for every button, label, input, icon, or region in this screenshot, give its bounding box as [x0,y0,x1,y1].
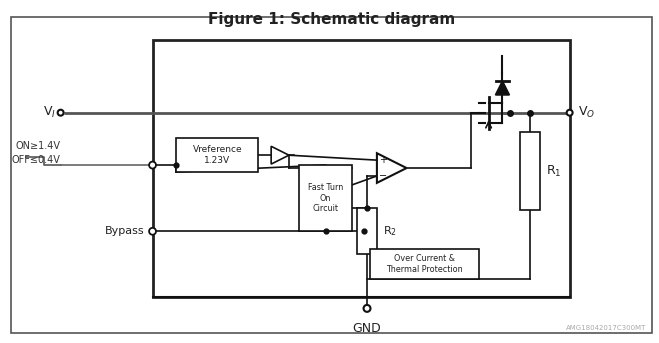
Bar [299,165,352,231]
Text: Figure 1: Schematic diagram: Figure 1: Schematic diagram [208,12,455,27]
Text: Fast Turn
On
Circuit: Fast Turn On Circuit [308,183,343,213]
Circle shape [149,162,156,168]
Text: V$_I$: V$_I$ [43,105,56,120]
Text: +: + [379,155,387,165]
Polygon shape [377,153,407,183]
Text: V$_O$: V$_O$ [577,105,595,120]
Bar [357,208,377,254]
Polygon shape [271,146,289,164]
Text: Over Current &
Thermal Protection: Over Current & Thermal Protection [386,254,463,274]
Circle shape [567,110,573,116]
Circle shape [149,228,156,235]
Circle shape [364,305,370,312]
Text: R$_1$: R$_1$ [546,164,561,179]
Polygon shape [496,81,509,95]
Bar [520,132,540,210]
Text: Vreference
1.23V: Vreference 1.23V [192,145,242,165]
Bar [370,249,478,279]
Text: Bypass: Bypass [105,226,144,236]
Bar [176,138,258,172]
Text: AMG18042017C300MT: AMG18042017C300MT [566,325,646,331]
Text: −: − [379,171,387,181]
Text: R$_2$: R$_2$ [383,224,397,238]
Text: GND: GND [353,322,382,335]
Circle shape [57,110,63,116]
Text: ON≥1.4V: ON≥1.4V [16,141,61,151]
Text: OFF≤0.4V: OFF≤0.4V [12,155,61,165]
Bar [152,39,569,297]
